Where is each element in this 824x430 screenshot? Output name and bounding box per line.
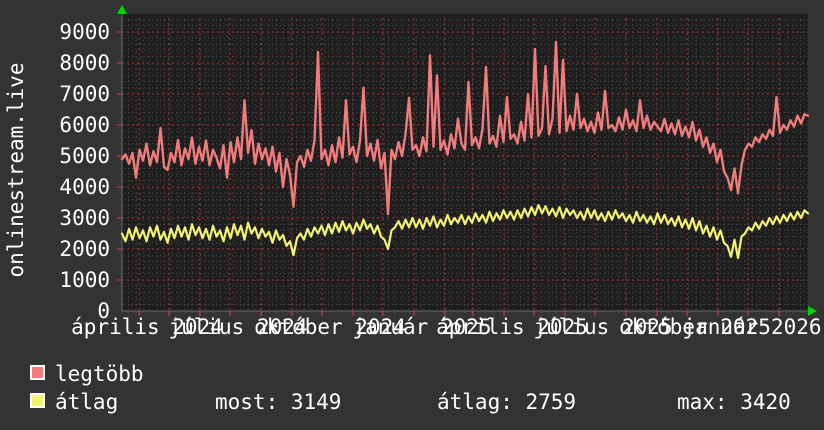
y-tick-label: 4000 <box>59 175 110 199</box>
legend-swatch-legtobb <box>30 365 45 380</box>
x-tick-label: október 2025 <box>619 315 771 339</box>
y-axis-arrow-icon <box>117 5 127 14</box>
legend-label-atlag: átlag <box>55 390 119 414</box>
y-tick-label: 8000 <box>59 51 110 75</box>
x-tick-label: július 2024 <box>168 315 308 339</box>
stat-atlag: átlag: 2759 <box>437 390 577 414</box>
legend-row-atlag: átlag most: 3149 átlag: 2759 max: 3420 <box>30 391 824 413</box>
y-tick-label: 5000 <box>59 144 110 168</box>
stat-most: most: 3149 <box>215 390 342 414</box>
y-tick-label: 0 <box>97 299 110 323</box>
x-tick-label: április 2025 <box>436 315 588 339</box>
series-line-legtobb <box>120 40 810 216</box>
y-tick-label: 1000 <box>59 268 110 292</box>
stat-max: max: 3420 <box>677 390 791 414</box>
legend-swatch-atlag <box>30 393 45 408</box>
x-tick-label: január 2025 <box>352 315 492 339</box>
x-tick-label: július 2025 <box>533 315 673 339</box>
y-tick-label: 3000 <box>59 206 110 230</box>
x-tick-label: január 2026 <box>682 315 822 339</box>
y-tick-label: 9000 <box>59 20 110 44</box>
x-tick-label: október 2024 <box>254 315 406 339</box>
y-tick-label: 2000 <box>59 237 110 261</box>
y-tick-label: 6000 <box>59 113 110 137</box>
time-series-chart <box>117 5 817 316</box>
y-tick-label: 7000 <box>59 82 110 106</box>
x-tick-label: április 2024 <box>71 315 223 339</box>
x-axis-arrow-icon <box>808 306 817 316</box>
legend-label-legtobb: legtöbb <box>55 362 144 386</box>
series-line-atlag <box>120 203 810 260</box>
